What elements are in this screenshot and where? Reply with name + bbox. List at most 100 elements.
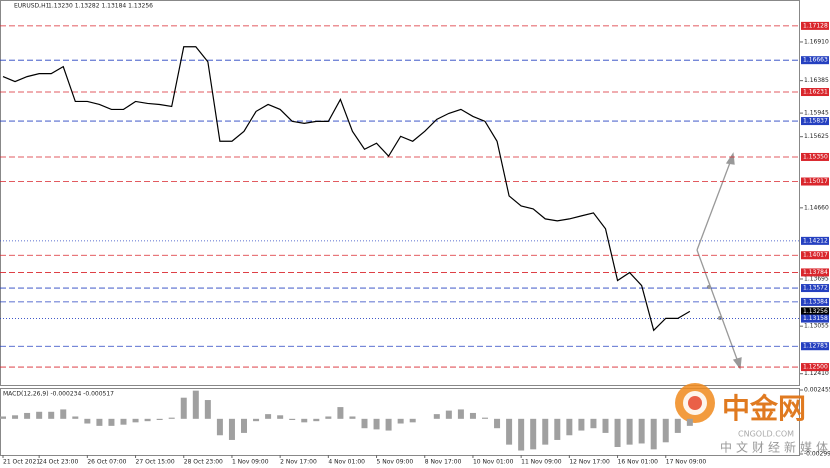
macd-bar [216,418,223,436]
chart-subtitle: 1.13230 1.13282 1.13184 1.13256 [48,3,153,10]
level-box [801,251,829,260]
macd-bar [120,418,127,425]
level-box [801,117,829,126]
x-tick-label: 24 Oct 23:00 [39,459,78,466]
macd-bar [12,415,19,419]
level-box [801,152,829,161]
macd-bar [301,418,308,423]
macd-bar [24,412,31,419]
macd-bar [132,418,139,423]
level-box [801,307,829,316]
level-label: 1.16231 [803,89,828,96]
macd-bar [204,400,211,419]
level-box [801,363,829,372]
watermark-site: CNGOLD.COM [738,430,794,439]
y-tick-label: 1.14660 [804,204,829,211]
macd-bar [289,418,296,420]
level-label: 1.16663 [803,57,828,64]
level-label: 1.14017 [803,252,828,259]
macd-bar [385,418,392,431]
macd-bar [337,407,344,419]
macd-bar [674,418,681,433]
x-tick-label: 12 Nov 17:00 [569,459,610,466]
macd-bar [506,418,513,445]
macd-bar [554,418,561,440]
level-label: 1.13256 [803,308,828,315]
macd-title: MACD(12,26,9) -0.000234 -0.000517 [3,391,114,398]
macd-bar [325,416,332,419]
level-box [801,236,829,245]
macd-bar [0,416,6,419]
macd-bar [662,418,669,443]
macd-bar [397,418,404,424]
macd-bar [36,411,43,419]
level-label: 1.17128 [803,22,828,29]
x-tick-label: 5 Nov 09:00 [377,459,414,466]
x-tick-label: 11 Nov 09:00 [521,459,562,466]
y-tick-label: 1.12410 [804,370,829,377]
macd-bar [373,418,380,430]
x-tick-label: 21 Oct 2021 [3,459,40,466]
macd-bar [144,418,151,422]
level-label: 1.12500 [803,364,828,371]
level-label: 1.13158 [803,315,828,322]
watermark-brand: 中金网 [722,392,806,425]
macd-bar [590,418,597,429]
y-tick-label: -0.002997 [804,451,830,458]
macd-bar [686,418,693,426]
y-tick-label: 0.002455 [804,387,830,394]
macd-bar [457,409,464,419]
x-tick-label: 10 Nov 01:00 [473,459,514,466]
y-tick-label: 1.16385 [804,77,829,84]
macd-bar [602,418,609,433]
level-box [801,284,829,293]
level-box [801,342,829,351]
y-tick-label: 1.15625 [804,133,829,140]
level-box [801,297,829,306]
x-tick-label: 8 Nov 17:00 [425,459,462,466]
macd-bar [72,416,79,419]
x-tick-label: 2 Nov 17:00 [280,459,317,466]
level-label: 1.13572 [803,285,828,292]
y-tick-label: 1.13055 [804,323,829,330]
level-box [801,56,829,65]
x-tick-label: 16 Nov 01:00 [618,459,659,466]
macd-bar [650,418,657,450]
macd-bar [614,418,621,447]
watermark-slogan: 中文财经新媒体 [720,440,830,455]
macd-bar [445,410,452,419]
macd-bar [626,418,633,445]
x-tick-label: 26 Oct 07:00 [87,459,126,466]
level-box [801,177,829,186]
x-tick-label: 4 Nov 01:00 [328,459,365,466]
level-label: 1.14212 [803,237,828,244]
macd-bar [469,412,476,419]
macd-bar [96,418,103,426]
level-box [801,268,829,277]
level-box [801,314,829,323]
level-label: 1.13384 [803,298,828,305]
macd-bar [48,411,55,419]
x-tick-label: 27 Oct 15:00 [136,459,175,466]
price-line [2,46,691,332]
macd-bar [156,418,163,420]
macd-bar [482,417,488,419]
y-tick-label: 1.13695 [804,275,829,282]
level-label: 1.15350 [803,153,828,160]
macd-bar [566,418,573,436]
x-tick-label: 28 Oct 23:00 [184,459,223,466]
watermark: 中金网 CNGOLD.COM 中文财经新媒体 [675,383,830,455]
macd-bar [60,409,67,419]
x-tick-label: 1 Nov 09:00 [232,459,269,466]
macd-bar [530,418,537,450]
macd-bar [494,418,501,429]
macd-bar [228,418,235,440]
macd-bar [361,418,368,429]
macd-bar [542,418,549,445]
macd-bar [168,417,175,419]
macd-bar [433,414,440,419]
level-label: 1.15017 [803,178,828,185]
macd-frame [0,388,800,456]
projection-arrows [696,152,742,370]
